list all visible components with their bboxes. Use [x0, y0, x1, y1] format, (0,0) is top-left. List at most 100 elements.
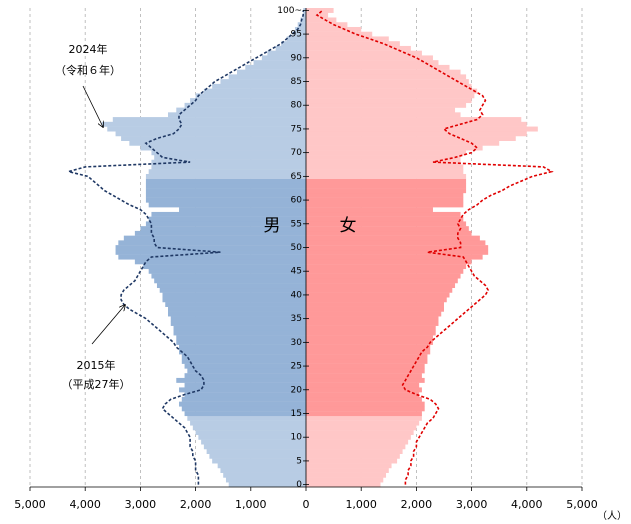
bar: [151, 273, 306, 279]
bar: [292, 31, 306, 37]
bar: [306, 83, 472, 89]
bar: [306, 60, 439, 66]
bar: [306, 207, 433, 213]
bar: [306, 283, 456, 289]
bar: [148, 268, 306, 274]
bar: [306, 155, 461, 160]
bar: [245, 64, 306, 70]
bar: [306, 26, 362, 32]
bar: [181, 354, 306, 360]
bar: [306, 444, 406, 450]
bar: [297, 22, 306, 28]
bar: [145, 197, 306, 203]
bar: [134, 259, 306, 265]
bar: [168, 311, 306, 317]
bar: [306, 311, 442, 317]
bar: [198, 434, 306, 440]
bar: [225, 477, 306, 483]
y-tick-label: 0: [296, 480, 302, 490]
bar: [306, 230, 472, 236]
y-tick-label: 10: [291, 433, 303, 443]
bar: [306, 287, 453, 293]
y-tick-label: 20: [291, 385, 303, 395]
bar: [181, 406, 306, 412]
bar: [306, 22, 348, 28]
bar: [306, 216, 464, 222]
bar: [145, 178, 306, 184]
bar: [306, 145, 483, 151]
bar: [129, 140, 306, 146]
bar: [179, 387, 306, 393]
bar: [306, 292, 450, 298]
bar: [306, 159, 461, 165]
y-tick-label: 55: [291, 219, 302, 229]
bar: [101, 121, 306, 127]
bar: [306, 420, 420, 426]
bar: [148, 202, 306, 208]
bar: [217, 463, 306, 469]
bar: [306, 325, 436, 331]
bar: [306, 254, 483, 260]
bar: [306, 202, 464, 208]
bar: [306, 377, 425, 383]
bar: [306, 79, 469, 85]
bar: [176, 377, 306, 383]
x-tick-label: 3,000: [456, 498, 488, 511]
bar: [228, 74, 306, 80]
bar: [306, 126, 538, 132]
bar: [220, 79, 306, 85]
bar: [306, 273, 461, 279]
bar: [306, 64, 450, 70]
bar: [267, 50, 306, 56]
x-tick-label: 3,000: [125, 498, 157, 511]
bar: [306, 131, 527, 137]
bar: [306, 55, 433, 61]
x-tick-label: 2,000: [401, 498, 433, 511]
bar: [154, 155, 306, 160]
bar: [306, 173, 467, 179]
bar: [190, 98, 306, 104]
bar: [121, 136, 306, 141]
bar: [275, 45, 306, 51]
bar: [253, 60, 306, 66]
bar: [154, 278, 306, 284]
bar: [118, 240, 306, 246]
bar: [192, 425, 306, 431]
x-tick-label: 4,000: [69, 498, 101, 511]
x-tick-label: 1,000: [345, 498, 377, 511]
bar: [306, 121, 527, 127]
bar: [107, 126, 306, 132]
bar: [306, 430, 414, 436]
bar: [306, 245, 489, 251]
y-tick-label: 90: [291, 53, 303, 63]
y-tick-label: 65: [291, 172, 302, 182]
bar: [306, 240, 486, 246]
bar: [145, 173, 306, 179]
bar: [170, 321, 306, 326]
bar: [237, 69, 306, 75]
bar: [306, 406, 425, 412]
bar: [112, 117, 306, 123]
y-tick-label: 5: [296, 456, 302, 466]
bar: [306, 453, 400, 459]
annotation: 2024年: [69, 42, 108, 56]
bar: [184, 411, 306, 417]
bar: [151, 164, 306, 170]
bar: [306, 107, 456, 113]
bar: [168, 112, 306, 118]
bar: [306, 164, 464, 170]
y-tick-label: 30: [291, 338, 303, 348]
bar: [165, 302, 306, 307]
bar: [306, 335, 433, 341]
bar: [286, 36, 306, 42]
bar: [140, 145, 306, 151]
bar: [306, 439, 409, 445]
bar: [306, 17, 337, 23]
bar: [148, 169, 306, 175]
bar: [134, 230, 306, 236]
bar: [190, 420, 306, 426]
bar: [306, 140, 500, 146]
bar: [228, 482, 306, 488]
bar: [203, 444, 306, 450]
